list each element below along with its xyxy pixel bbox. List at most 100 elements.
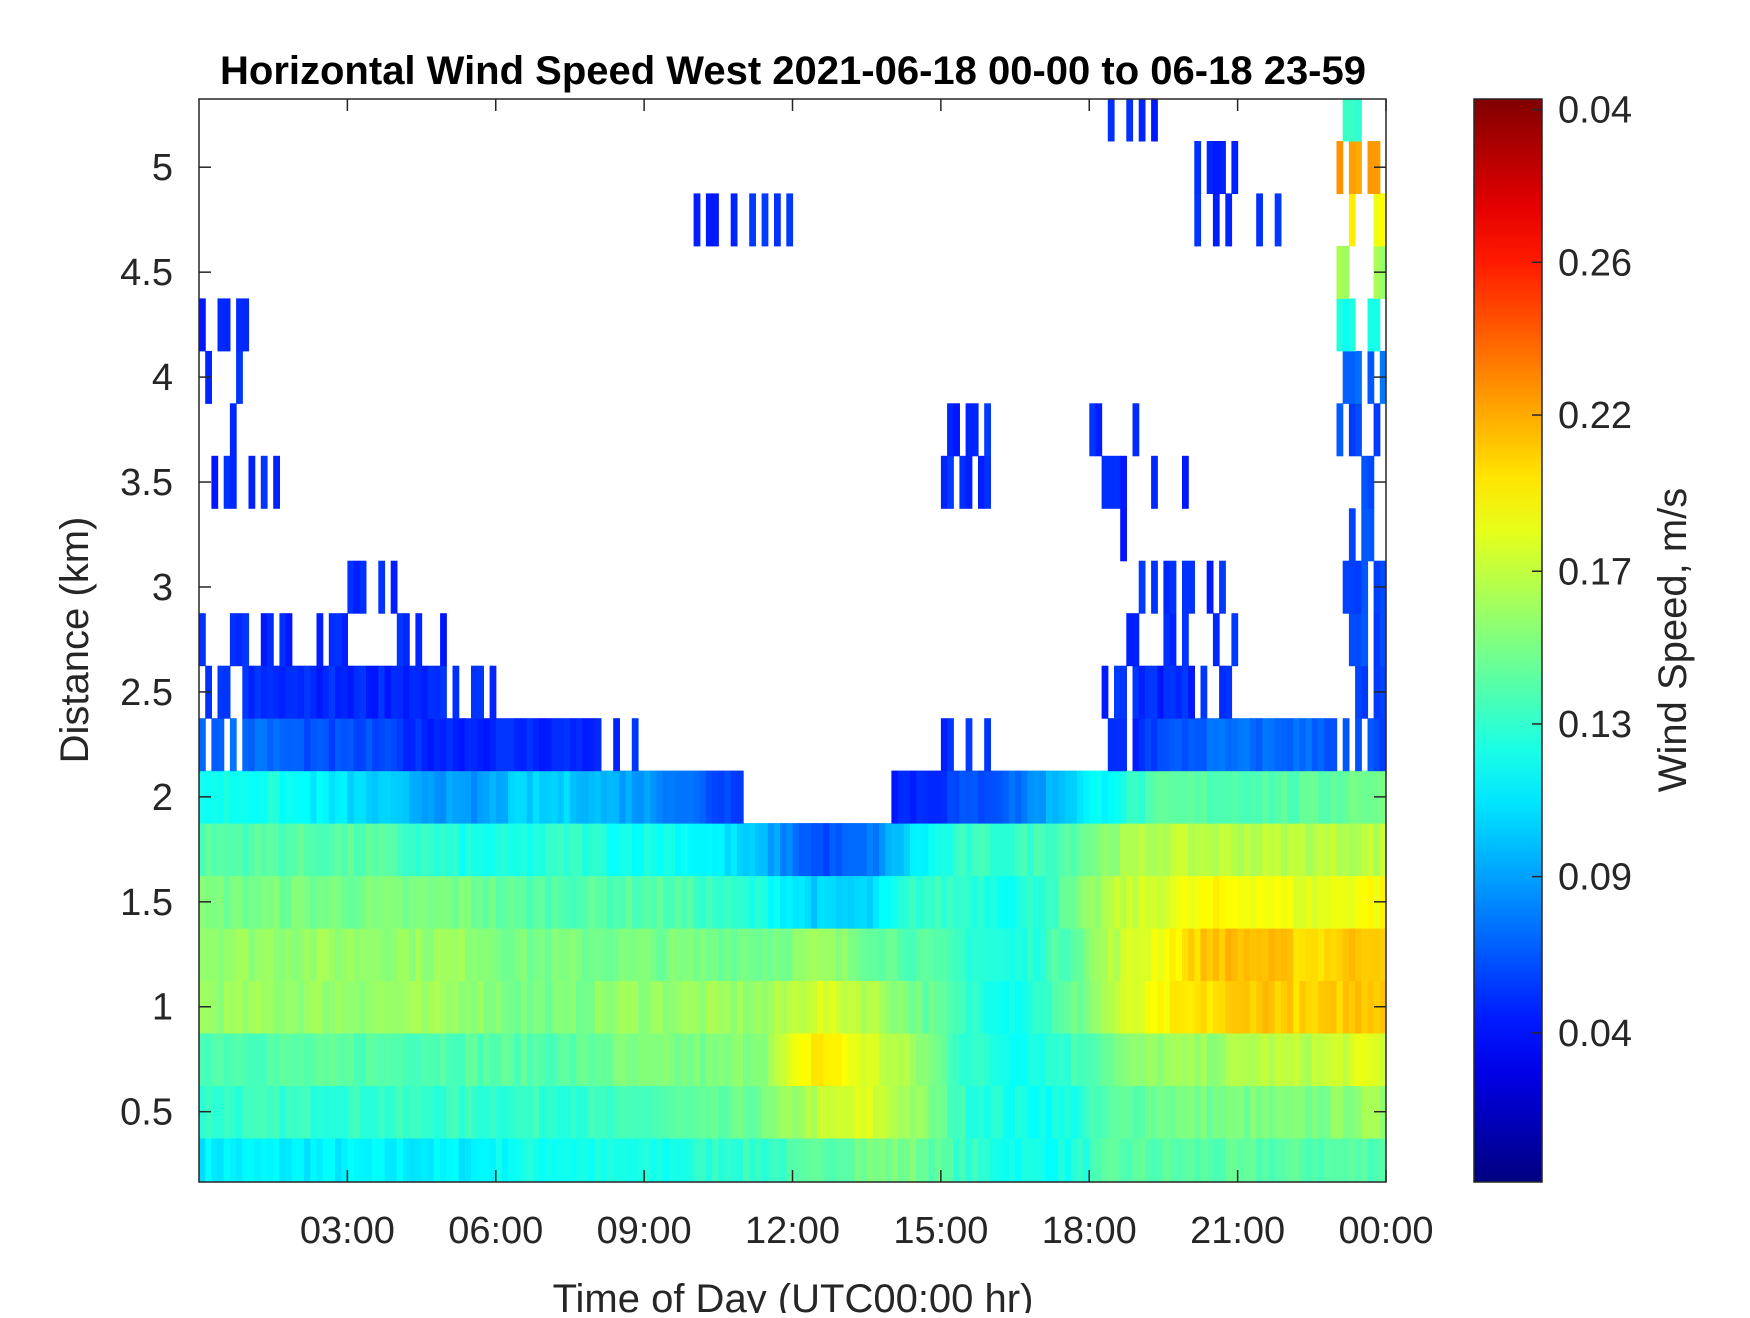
heatmap-cell bbox=[1052, 980, 1059, 1034]
heatmap-cell bbox=[1336, 928, 1344, 981]
heatmap-cell bbox=[860, 823, 868, 877]
heatmap-cell bbox=[1355, 928, 1362, 981]
heatmap-cell bbox=[1089, 770, 1097, 824]
heatmap-cell bbox=[1070, 1085, 1078, 1139]
heatmap-cell bbox=[1169, 1033, 1177, 1086]
heatmap-cell bbox=[1076, 1033, 1084, 1086]
heatmap-cell bbox=[433, 875, 441, 929]
heatmap-cell bbox=[619, 1085, 627, 1139]
heatmap-cell bbox=[1138, 560, 1146, 614]
heatmap-cell bbox=[489, 1085, 497, 1139]
heatmap-cell bbox=[681, 1033, 688, 1086]
heatmap-cell bbox=[910, 875, 917, 929]
heatmap-cell bbox=[1355, 665, 1362, 719]
heatmap-cell bbox=[1355, 613, 1362, 667]
heatmap-cell bbox=[940, 455, 948, 509]
heatmap-cell bbox=[625, 1137, 633, 1182]
heatmap-cell bbox=[260, 823, 268, 877]
heatmap-cell bbox=[650, 1033, 658, 1086]
heatmap-cell bbox=[1225, 1033, 1233, 1086]
heatmap-cell bbox=[446, 823, 454, 877]
heatmap-cell bbox=[922, 1085, 930, 1139]
heatmap-cell bbox=[384, 875, 392, 929]
heatmap-cell bbox=[1163, 560, 1171, 614]
heatmap-cell bbox=[1107, 770, 1115, 824]
heatmap-cell bbox=[316, 665, 324, 719]
heatmap-cell bbox=[644, 980, 651, 1034]
heatmap-cell bbox=[947, 875, 954, 929]
heatmap-cell bbox=[254, 665, 262, 719]
heatmap-cell bbox=[916, 823, 923, 877]
heatmap-cell bbox=[1342, 823, 1350, 877]
heatmap-cell bbox=[916, 928, 923, 981]
heatmap-cell bbox=[211, 1085, 219, 1139]
heatmap-cell bbox=[1311, 980, 1319, 1034]
heatmap-cell bbox=[347, 770, 355, 824]
heatmap-cell bbox=[248, 770, 256, 824]
heatmap-cell bbox=[545, 1033, 552, 1086]
heatmap-cell bbox=[860, 980, 868, 1034]
heatmap-cell bbox=[996, 875, 1004, 929]
heatmap-cell bbox=[396, 613, 404, 667]
heatmap-cell bbox=[891, 1137, 899, 1182]
y-tick-label: 0.5 bbox=[120, 1092, 173, 1134]
heatmap-cell bbox=[458, 1137, 466, 1182]
heatmap-cell bbox=[1373, 823, 1381, 877]
heatmap-cell bbox=[619, 875, 627, 929]
heatmap-cell bbox=[1107, 1085, 1115, 1139]
heatmap-cell bbox=[260, 1137, 268, 1182]
heatmap-cell bbox=[1324, 823, 1331, 877]
heatmap-cell bbox=[341, 928, 348, 981]
heatmap-cell bbox=[922, 1033, 930, 1086]
heatmap-cell bbox=[1076, 1085, 1084, 1139]
heatmap-cell bbox=[1274, 980, 1282, 1034]
heatmap-cell bbox=[427, 1085, 435, 1139]
heatmap-cell bbox=[328, 613, 336, 667]
heatmap-cell bbox=[1348, 298, 1356, 352]
heatmap-cell bbox=[953, 1137, 960, 1182]
heatmap-cell bbox=[1120, 823, 1127, 877]
heatmap-cell bbox=[390, 980, 398, 1034]
heatmap-cell bbox=[254, 770, 262, 824]
heatmap-cell bbox=[990, 823, 998, 877]
heatmap-cell bbox=[291, 718, 299, 772]
heatmap-cell bbox=[1219, 823, 1226, 877]
heatmap-cell bbox=[1231, 823, 1239, 877]
heatmap-cell bbox=[217, 928, 225, 981]
heatmap-cell bbox=[1361, 560, 1369, 614]
heatmap-cell bbox=[1219, 1137, 1226, 1182]
heatmap-cell bbox=[613, 1085, 620, 1139]
heatmap-cell bbox=[440, 875, 447, 929]
heatmap-cell bbox=[650, 770, 658, 824]
heatmap-cell bbox=[1064, 770, 1072, 824]
heatmap-cell bbox=[1225, 1085, 1233, 1139]
heatmap-cell bbox=[440, 1137, 447, 1182]
heatmap-cell bbox=[304, 665, 311, 719]
heatmap-cell bbox=[223, 875, 231, 929]
heatmap-cell bbox=[588, 1033, 596, 1086]
heatmap-cell bbox=[1033, 1085, 1041, 1139]
heatmap-cell bbox=[297, 1137, 305, 1182]
heatmap-cell bbox=[1033, 1137, 1041, 1182]
heatmap-cell bbox=[267, 770, 274, 824]
heatmap-cell bbox=[693, 980, 701, 1034]
heatmap-cell bbox=[1046, 980, 1053, 1034]
heatmap-cell bbox=[1311, 770, 1319, 824]
heatmap-cell bbox=[1169, 1085, 1177, 1139]
heatmap-cell bbox=[644, 1137, 651, 1182]
heatmap-cell bbox=[229, 823, 237, 877]
heatmap-cell bbox=[291, 665, 299, 719]
heatmap-cell bbox=[774, 1033, 781, 1086]
heatmap-cell bbox=[1324, 928, 1331, 981]
heatmap-cell bbox=[693, 823, 701, 877]
heatmap-cell bbox=[328, 980, 336, 1034]
heatmap-cell bbox=[1336, 980, 1344, 1034]
heatmap-cell bbox=[1039, 770, 1047, 824]
heatmap-cell bbox=[903, 823, 911, 877]
heatmap-cell bbox=[267, 1137, 274, 1182]
heatmap-cell bbox=[1311, 1033, 1319, 1086]
heatmap-cell bbox=[730, 1085, 738, 1139]
heatmap-cell bbox=[539, 1137, 546, 1182]
heatmap-cell bbox=[594, 770, 602, 824]
heatmap-cell bbox=[1151, 823, 1158, 877]
